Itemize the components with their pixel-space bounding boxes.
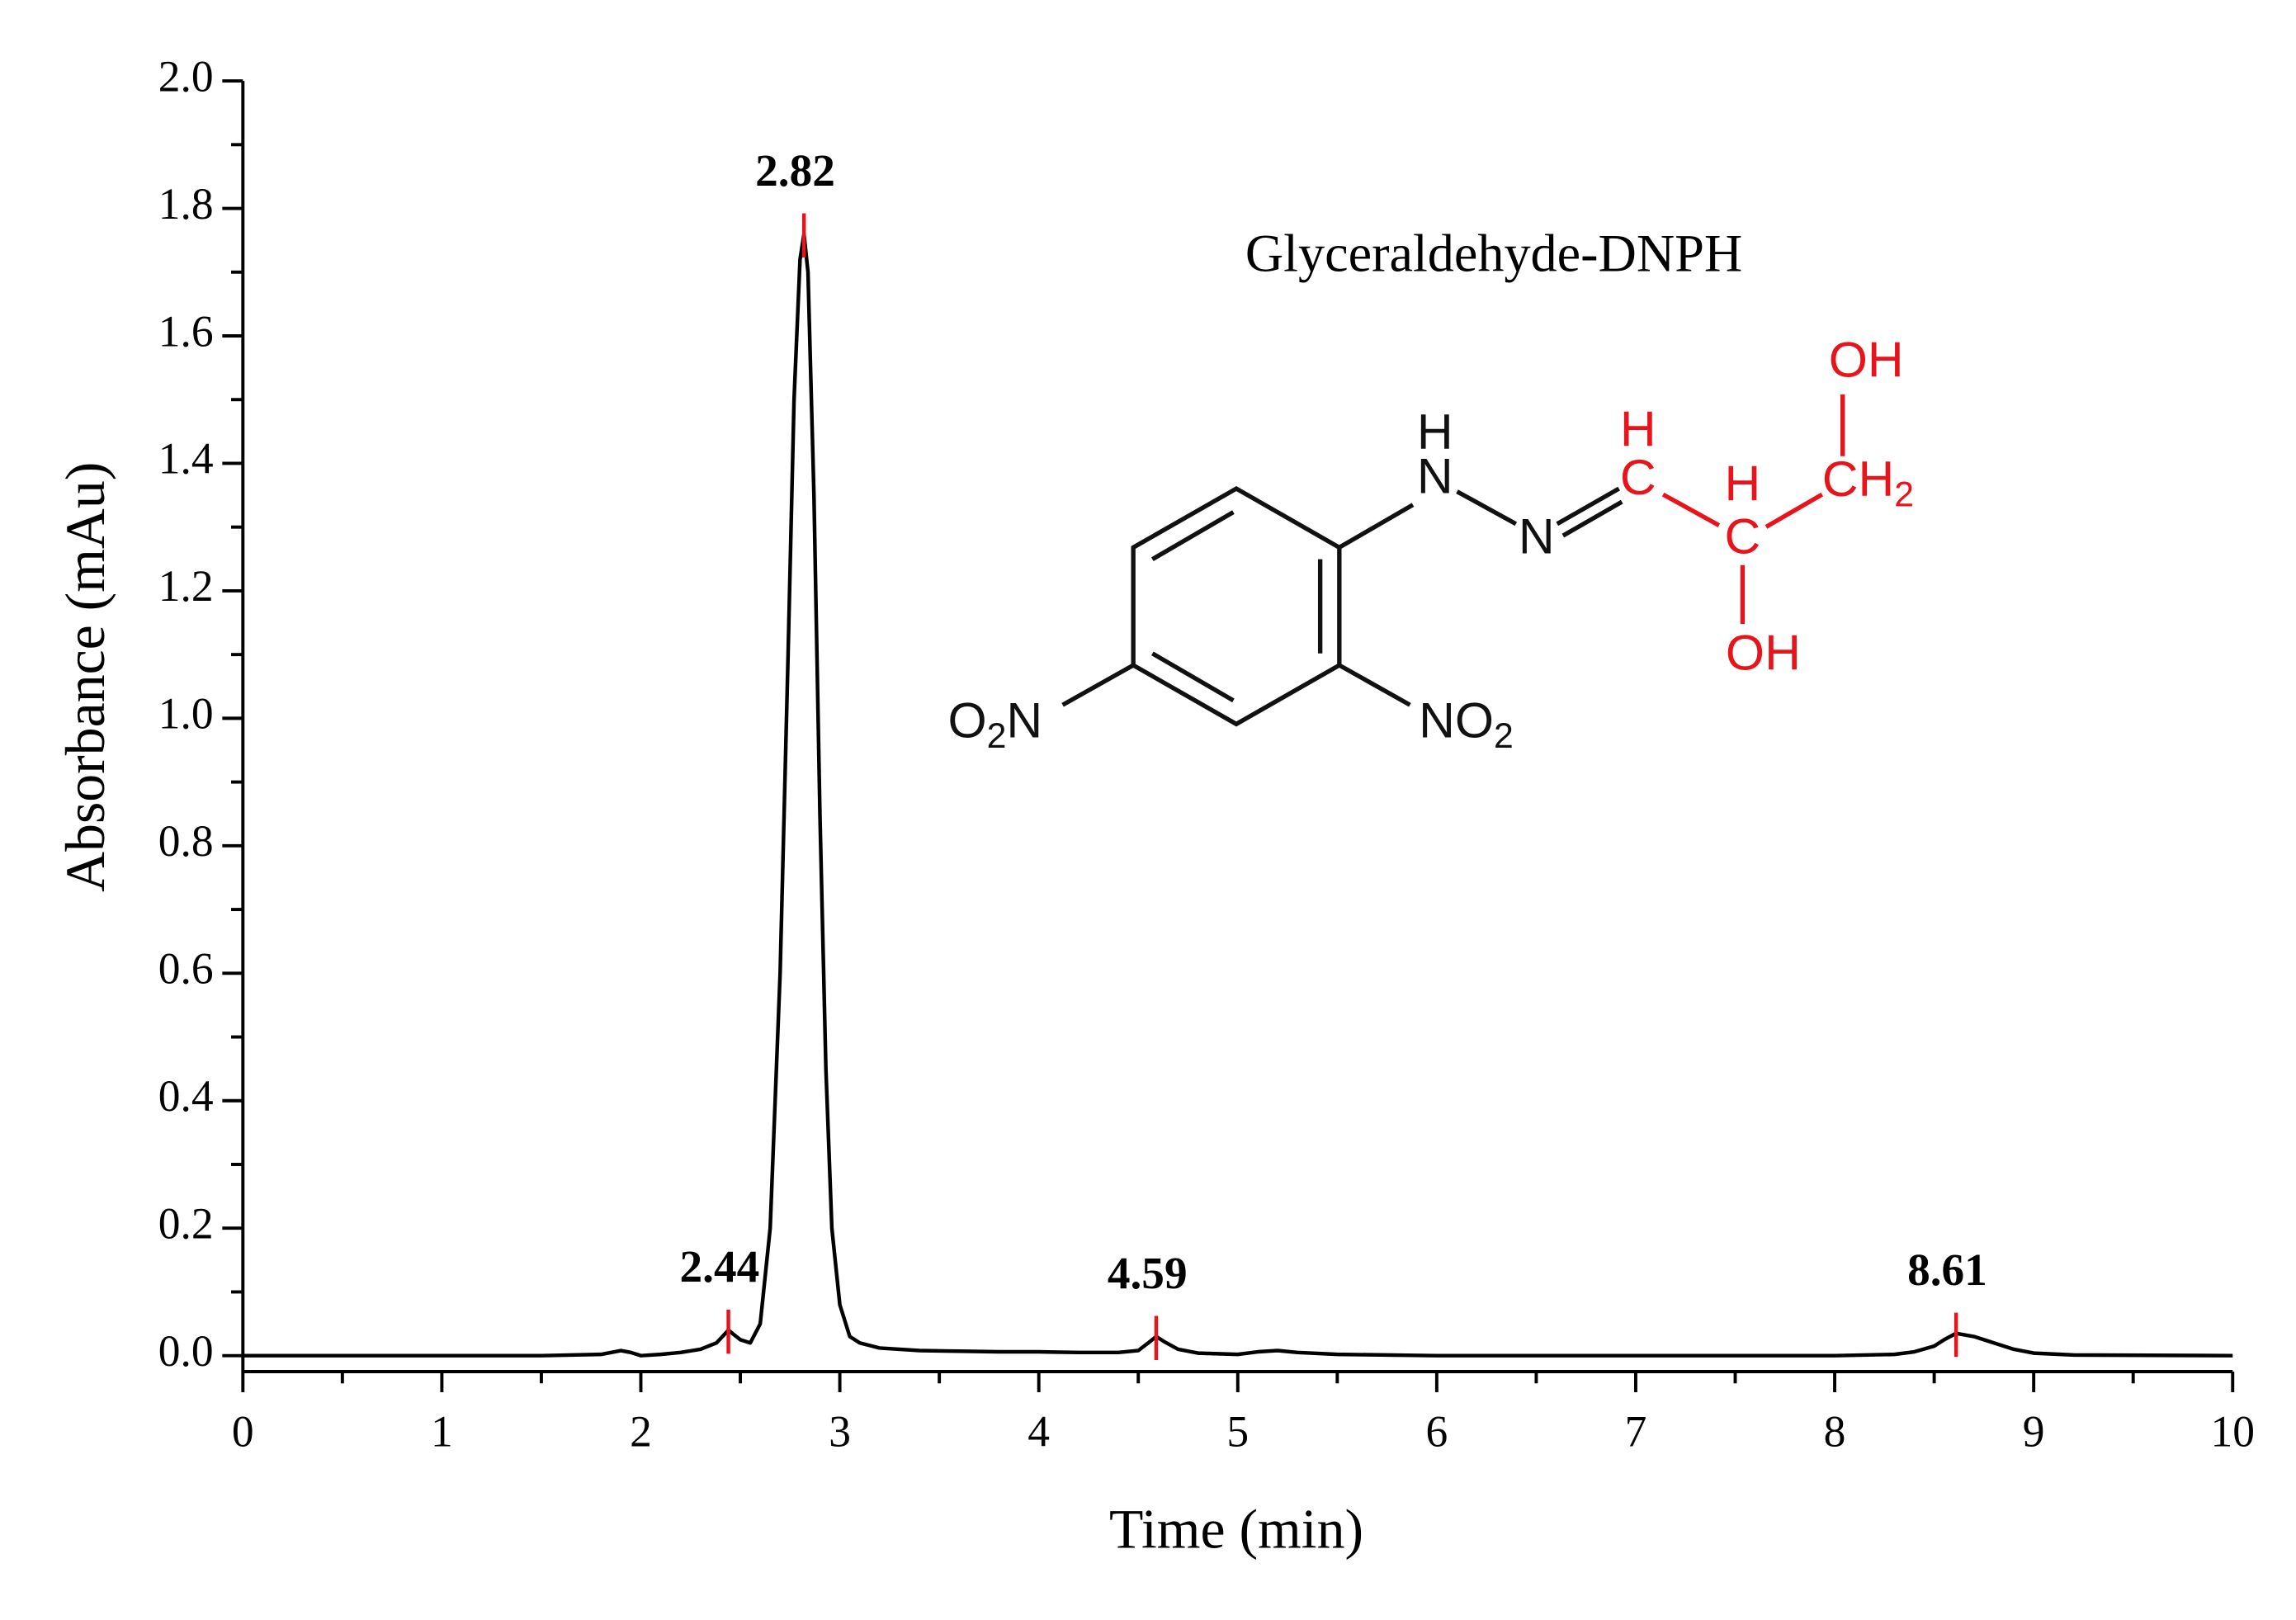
atom: NO2 — [1419, 692, 1514, 756]
x-tick-label: 10 — [2211, 1407, 2255, 1457]
atom: N — [1519, 508, 1555, 564]
y-axis-title: Absorbance (mAu) — [54, 462, 116, 892]
atom-part: O — [947, 692, 986, 748]
x-tick-label: 9 — [2023, 1407, 2045, 1457]
atom-part: CH — [1822, 451, 1895, 507]
trace — [243, 232, 2233, 1358]
structure: Glyceraldehyde-DNPH H N N H C H C — [947, 224, 1914, 757]
atom: OH — [1829, 331, 1904, 387]
y-tick-label: 1.6 — [158, 306, 214, 356]
x-tick-label: 6 — [1425, 1407, 1448, 1457]
y-tick-label: 0.4 — [158, 1071, 214, 1121]
atom: C — [1725, 508, 1761, 564]
y-tick-label: 1.2 — [158, 561, 214, 611]
x-tick-label: 3 — [829, 1407, 851, 1457]
bonds — [1061, 485, 1623, 727]
atom: C — [1620, 449, 1656, 505]
x-tick-label: 0 — [232, 1407, 254, 1457]
y-tick-label: 0.2 — [158, 1199, 214, 1249]
atom-part: N — [1006, 692, 1042, 748]
atom-subscript: 2 — [1894, 475, 1914, 515]
atom: OH — [1726, 624, 1801, 680]
y-tick-label: 1.4 — [158, 434, 214, 484]
x-tick-label: 4 — [1028, 1407, 1050, 1457]
y-tick-label: 1.0 — [158, 689, 214, 739]
x-axis-title: Time (min) — [1109, 1498, 1363, 1560]
x-tick-label: 8 — [1824, 1407, 1846, 1457]
atom: O2N — [947, 692, 1042, 756]
structure-title: Glyceraldehyde-DNPH — [1245, 224, 1742, 283]
peak-label: 2.82 — [755, 145, 835, 196]
y-tick-label: 0.6 — [158, 944, 214, 994]
atom: N — [1417, 447, 1453, 503]
peak-label: 8.61 — [1907, 1245, 1987, 1295]
atom: H — [1620, 400, 1656, 456]
atom: H — [1417, 404, 1453, 460]
plot-area: 0.0 0.2 0.4 0.6 0.8 1.0 1.2 1.4 1.6 1.8 2.0 0 1 2 3 4 5 6… — [158, 51, 2255, 1456]
atom-subscript: 2 — [987, 716, 1007, 756]
y-tick-label: 1.8 — [158, 179, 214, 229]
red-bonds — [1661, 394, 1845, 625]
peak-label: 2.44 — [680, 1241, 760, 1292]
y-tick-label: 0.8 — [158, 816, 214, 866]
atom: H — [1725, 455, 1761, 511]
y-tick-label: 2.0 — [158, 51, 214, 101]
atom-part: NO — [1419, 692, 1494, 748]
peak-label: 4.59 — [1108, 1248, 1188, 1298]
atom: CH2 — [1822, 451, 1914, 515]
atom-subscript: 2 — [1494, 716, 1514, 756]
x-tick-label: 5 — [1226, 1407, 1249, 1457]
x-tick-label: 7 — [1625, 1407, 1647, 1457]
x-tick-label: 2 — [630, 1407, 652, 1457]
y-tick-label: 0.0 — [158, 1326, 214, 1376]
x-tick-label: 1 — [431, 1407, 453, 1457]
